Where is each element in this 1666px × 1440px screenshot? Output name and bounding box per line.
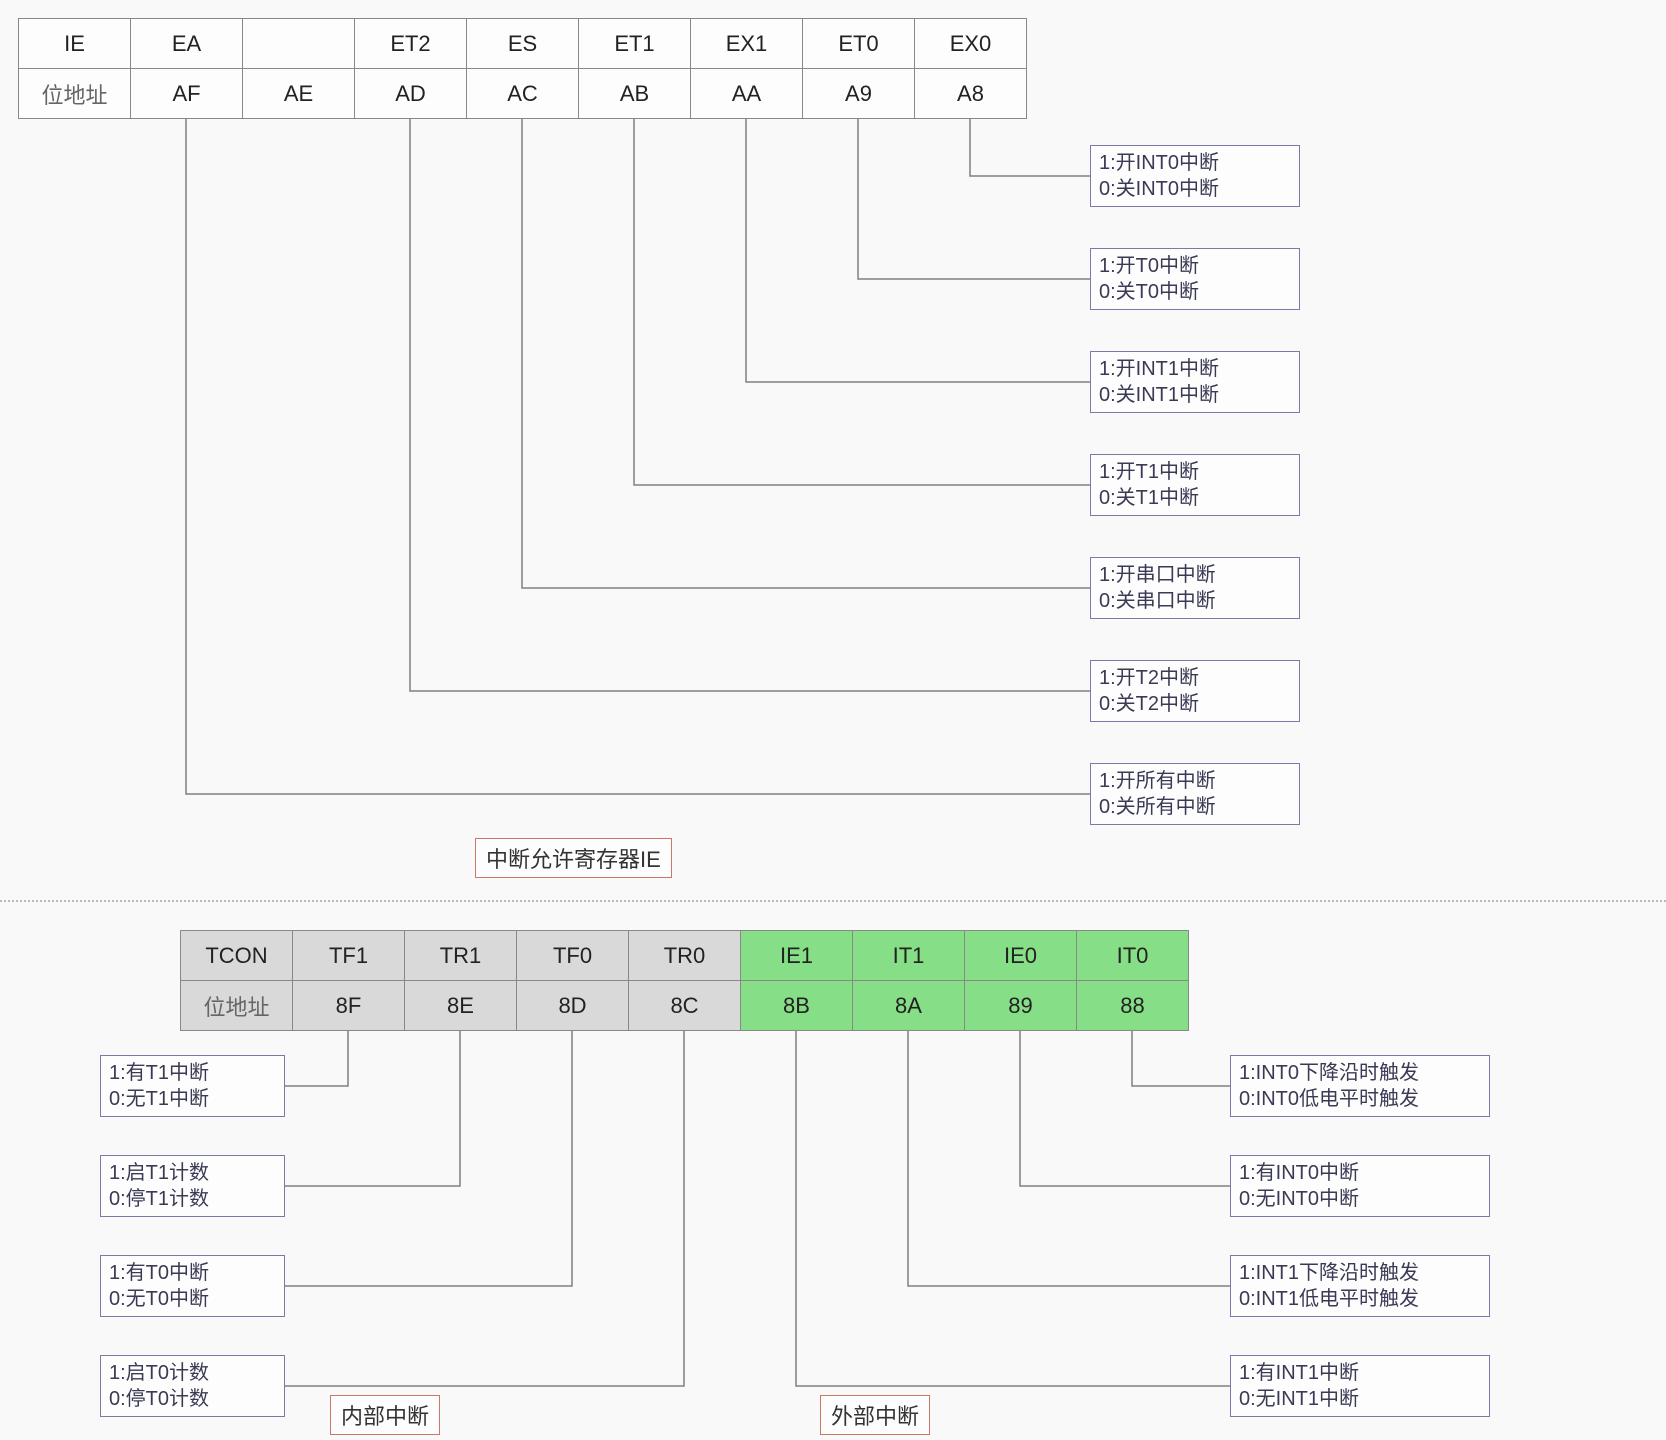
- ie-desc-box: 1:开T0中断0:关T0中断: [1090, 248, 1300, 310]
- ie-bit-name: IE: [18, 18, 131, 69]
- tcon-left-desc: 1:启T1计数0:停T1计数: [100, 1155, 285, 1217]
- ie-bit-addr: AC: [466, 68, 579, 119]
- ie-bit-name: ET1: [578, 18, 691, 69]
- tcon-bit-addr: 8C: [628, 980, 741, 1031]
- ie-desc-box: 1:开所有中断0:关所有中断: [1090, 763, 1300, 825]
- ie-desc-box: 1:开T1中断0:关T1中断: [1090, 454, 1300, 516]
- tcon-bit-name: IT1: [852, 930, 965, 981]
- ie-bit-addr: AD: [354, 68, 467, 119]
- tcon-bit-name: TF0: [516, 930, 629, 981]
- tcon-bit-name: TR1: [404, 930, 517, 981]
- ie-desc-box: 1:开T2中断0:关T2中断: [1090, 660, 1300, 722]
- ie-bit-name: ES: [466, 18, 579, 69]
- ie-bit-addr: AA: [690, 68, 803, 119]
- ie-bit-name: EX0: [914, 18, 1027, 69]
- tcon-right-desc: 1:有INT0中断0:无INT0中断: [1230, 1155, 1490, 1217]
- ie-bit-name: EA: [130, 18, 243, 69]
- ie-caption: 中断允许寄存器IE: [475, 838, 672, 878]
- tcon-bit-addr: 8F: [292, 980, 405, 1031]
- tcon-left-desc: 1:有T1中断0:无T1中断: [100, 1055, 285, 1117]
- ie-bit-name: ET0: [802, 18, 915, 69]
- ie-desc-box: 1:开INT1中断0:关INT1中断: [1090, 351, 1300, 413]
- tcon-left-desc: 1:有T0中断0:无T0中断: [100, 1255, 285, 1317]
- connector-lines: [0, 0, 1666, 1440]
- tcon-bit-addr: 8D: [516, 980, 629, 1031]
- ie-bit-name: ET2: [354, 18, 467, 69]
- tcon-bit-name: IT0: [1076, 930, 1189, 981]
- tcon-right-desc: 1:INT0下降沿时触发0:INT0低电平时触发: [1230, 1055, 1490, 1117]
- tcon-bit-addr: 8B: [740, 980, 853, 1031]
- ie-bit-addr: AB: [578, 68, 691, 119]
- tcon-bit-addr: 位地址: [180, 980, 293, 1031]
- ie-bit-addr: A8: [914, 68, 1027, 119]
- ie-bit-addr: AE: [242, 68, 355, 119]
- tcon-bit-name: TR0: [628, 930, 741, 981]
- tcon-bit-name: TF1: [292, 930, 405, 981]
- ie-desc-box: 1:开串口中断0:关串口中断: [1090, 557, 1300, 619]
- section-divider: [0, 900, 1666, 902]
- tcon-bit-name: IE0: [964, 930, 1077, 981]
- ie-bit-addr: A9: [802, 68, 915, 119]
- tcon-right-desc: 1:INT1下降沿时触发0:INT1低电平时触发: [1230, 1255, 1490, 1317]
- tcon-bit-addr: 8A: [852, 980, 965, 1031]
- ie-bit-addr: 位地址: [18, 68, 131, 119]
- ie-bit-addr: AF: [130, 68, 243, 119]
- tcon-left-desc: 1:启T0计数0:停T0计数: [100, 1355, 285, 1417]
- ie-bit-name: EX1: [690, 18, 803, 69]
- tcon-bit-addr: 8E: [404, 980, 517, 1031]
- tcon-caption-left: 内部中断: [330, 1395, 440, 1435]
- tcon-caption-right: 外部中断: [820, 1395, 930, 1435]
- tcon-right-desc: 1:有INT1中断0:无INT1中断: [1230, 1355, 1490, 1417]
- tcon-bit-addr: 89: [964, 980, 1077, 1031]
- ie-bit-name: [242, 18, 355, 69]
- diagram-stage: IEEAET2ESET1EX1ET0EX0位地址AFAEADACABAAA9A8…: [0, 0, 1666, 1440]
- tcon-bit-name: TCON: [180, 930, 293, 981]
- tcon-bit-addr: 88: [1076, 980, 1189, 1031]
- ie-desc-box: 1:开INT0中断0:关INT0中断: [1090, 145, 1300, 207]
- tcon-bit-name: IE1: [740, 930, 853, 981]
